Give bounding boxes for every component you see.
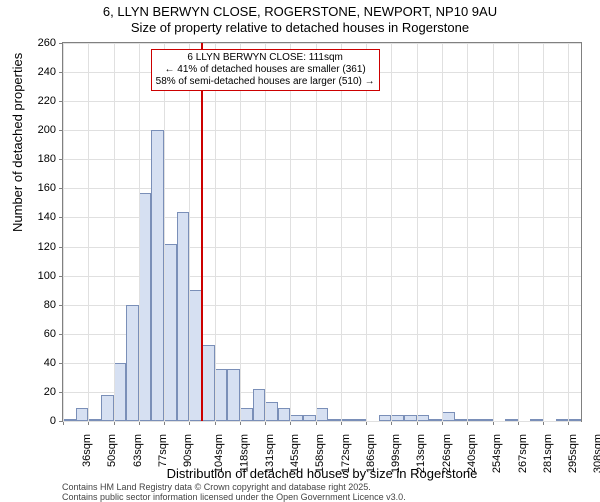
- bar: [429, 419, 442, 421]
- bar: [139, 193, 152, 421]
- xtick-label: 308sqm: [593, 434, 600, 473]
- gridline-v: [467, 43, 468, 421]
- annotation-line: 6 LLYN BERWYN CLOSE: 111sqm: [156, 52, 375, 64]
- footer-line1: Contains HM Land Registry data © Crown c…: [62, 482, 371, 492]
- bar: [63, 419, 76, 421]
- ytick-label: 60: [6, 328, 62, 340]
- xtick-label: 63sqm: [132, 434, 144, 467]
- bar: [417, 415, 430, 421]
- bar: [316, 408, 329, 421]
- ytick-label: 0: [6, 415, 62, 427]
- gridline-v: [139, 43, 140, 421]
- xtick-label: 36sqm: [81, 434, 93, 467]
- bar: [88, 419, 101, 421]
- xtick-label: 90sqm: [182, 434, 194, 467]
- ytick-label: 120: [6, 241, 62, 253]
- bar: [227, 369, 240, 421]
- bar: [341, 419, 354, 421]
- xtick-label: 77sqm: [157, 434, 169, 467]
- gridline-v: [391, 43, 392, 421]
- gridline-v: [114, 43, 115, 421]
- bar: [455, 419, 468, 421]
- bar: [556, 419, 569, 421]
- bar: [442, 412, 455, 421]
- plot-area: 6 LLYN BERWYN CLOSE: 111sqm← 41% of deta…: [62, 42, 582, 422]
- reference-line: [201, 43, 203, 421]
- gridline-v: [88, 43, 89, 421]
- bar: [568, 419, 581, 421]
- bar: [278, 408, 291, 421]
- bar: [164, 244, 177, 421]
- gridline-v: [215, 43, 216, 421]
- ytick-label: 260: [6, 37, 62, 49]
- gridline-v: [189, 43, 190, 421]
- y-axis-label: Number of detached properties: [10, 53, 25, 232]
- chart-title-line2: Size of property relative to detached ho…: [0, 20, 600, 35]
- bars-layer: [63, 43, 581, 421]
- bar: [328, 419, 341, 421]
- annotation-line: 58% of semi-detached houses are larger (…: [156, 76, 375, 88]
- bar: [265, 402, 278, 421]
- xtick-label: 50sqm: [106, 434, 118, 467]
- gridline-v: [442, 43, 443, 421]
- bar: [379, 415, 392, 421]
- bar: [354, 419, 367, 421]
- gridline-v: [265, 43, 266, 421]
- gridline-v: [290, 43, 291, 421]
- gridline-v: [518, 43, 519, 421]
- annotation-box: 6 LLYN BERWYN CLOSE: 111sqm← 41% of deta…: [151, 49, 380, 91]
- chart-title-line1: 6, LLYN BERWYN CLOSE, ROGERSTONE, NEWPOR…: [0, 4, 600, 19]
- figure: 6, LLYN BERWYN CLOSE, ROGERSTONE, NEWPOR…: [0, 0, 600, 500]
- gridline-v: [240, 43, 241, 421]
- bar: [303, 415, 316, 421]
- bar: [202, 345, 215, 421]
- bar: [240, 408, 253, 421]
- bar: [76, 408, 89, 421]
- gridline-v: [164, 43, 165, 421]
- gridline-v: [341, 43, 342, 421]
- bar: [215, 369, 228, 421]
- ytick-label: 20: [6, 386, 62, 398]
- bar: [480, 419, 493, 421]
- annotation-line: ← 41% of detached houses are smaller (36…: [156, 64, 375, 76]
- bar: [505, 419, 518, 421]
- bar: [114, 363, 127, 421]
- gridline-v: [493, 43, 494, 421]
- bar: [391, 415, 404, 421]
- ytick-label: 40: [6, 357, 62, 369]
- gridline-v: [417, 43, 418, 421]
- bar: [253, 389, 266, 421]
- bar: [126, 305, 139, 421]
- ytick-label: 100: [6, 270, 62, 282]
- gridline-v: [543, 43, 544, 421]
- bar: [177, 212, 190, 421]
- gridline-h: [63, 421, 581, 422]
- bar: [404, 415, 417, 421]
- ytick-label: 80: [6, 299, 62, 311]
- gridline-v: [568, 43, 569, 421]
- x-axis-label: Distribution of detached houses by size …: [62, 466, 582, 481]
- bar: [101, 395, 114, 421]
- gridline-v: [63, 43, 64, 421]
- bar: [290, 415, 303, 421]
- gridline-v: [316, 43, 317, 421]
- gridline-v: [366, 43, 367, 421]
- bar: [530, 419, 543, 421]
- bar: [151, 130, 164, 421]
- bar: [467, 419, 480, 421]
- footer-line2: Contains public sector information licen…: [62, 492, 406, 502]
